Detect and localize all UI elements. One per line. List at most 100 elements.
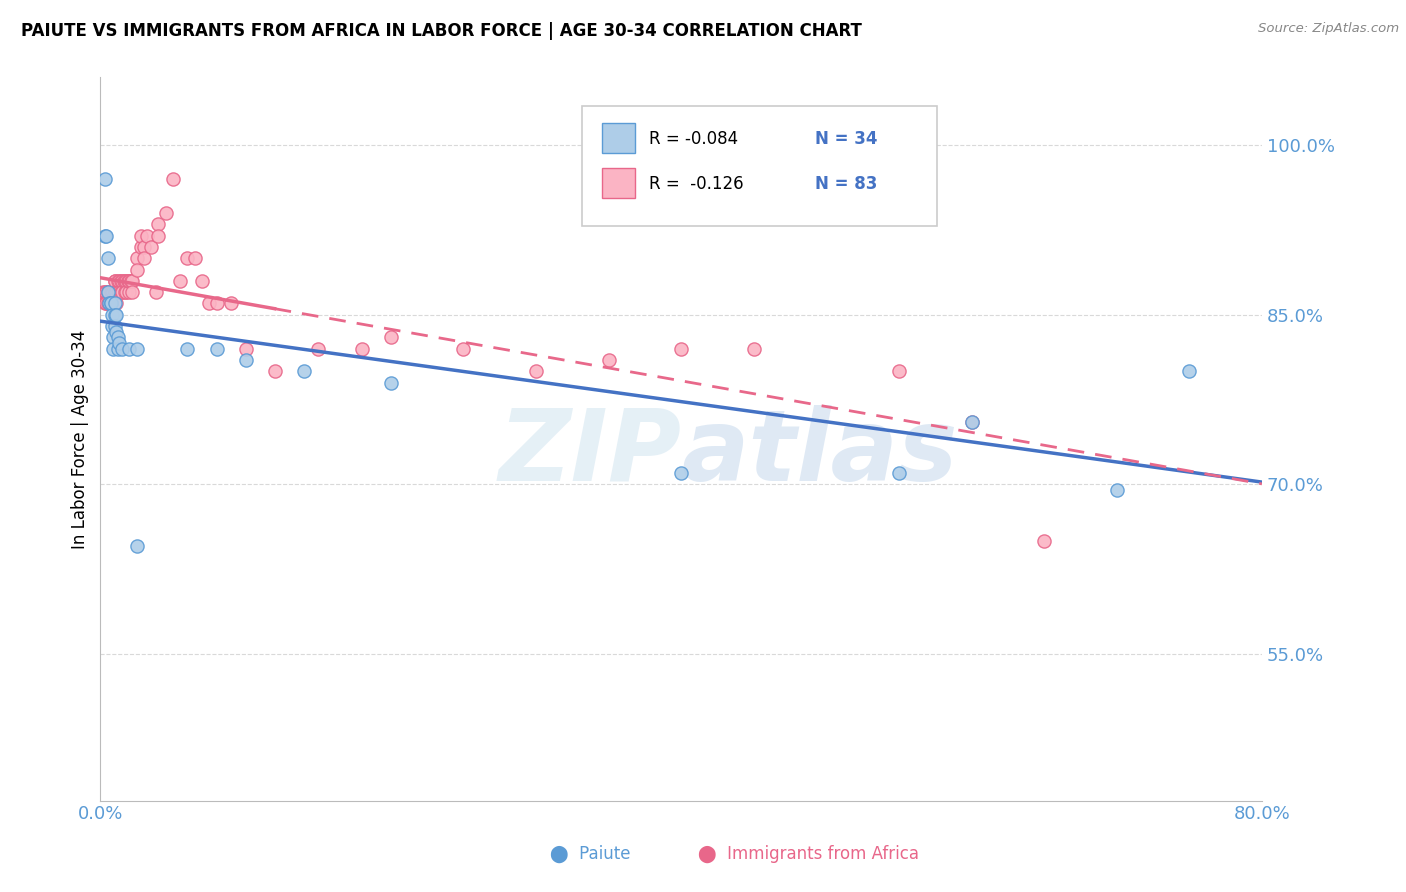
Point [107,285,129,300]
Point [125,540,148,554]
Point [205,342,228,356]
Point [103,285,125,300]
Point [263,364,285,378]
Point [132,240,155,254]
Point [104,285,127,300]
Point [125,262,148,277]
Text: Source: ZipAtlas.com: Source: ZipAtlas.com [1258,22,1399,36]
Text: N = 34: N = 34 [814,130,877,148]
Point [205,296,228,310]
Point [960,415,983,429]
Point [101,308,124,322]
Point [104,308,127,322]
Point [91,285,114,300]
Point [292,364,315,378]
Point [453,342,475,356]
Point [101,285,124,300]
Point [176,342,198,356]
Point [104,274,127,288]
Point [100,296,122,310]
Point [108,285,131,300]
Text: ⬤  Immigrants from Africa: ⬤ Immigrants from Africa [697,846,920,863]
Text: N = 83: N = 83 [814,175,877,193]
Point [148,217,170,231]
Point [191,274,214,288]
Point [98,285,121,300]
Point [155,206,177,220]
Point [104,274,127,288]
Point [235,353,257,368]
Point [101,319,124,334]
Point [103,330,125,344]
Point [101,285,124,300]
Point [98,296,121,310]
Point [669,342,692,356]
Point [101,296,124,310]
Point [235,342,257,356]
Point [198,296,221,310]
Point [162,172,184,186]
FancyBboxPatch shape [602,123,634,153]
Point [129,240,152,254]
Point [97,285,120,300]
Point [104,296,127,310]
Point [114,274,136,288]
Text: PAIUTE VS IMMIGRANTS FROM AFRICA IN LABOR FORCE | AGE 30-34 CORRELATION CHART: PAIUTE VS IMMIGRANTS FROM AFRICA IN LABO… [21,22,862,40]
Point [107,274,129,288]
Point [100,296,122,310]
Point [598,353,620,368]
Point [103,285,125,300]
Point [1178,364,1201,378]
Point [104,296,127,310]
Point [111,274,134,288]
Point [98,285,121,300]
Point [103,296,125,310]
Point [125,252,148,266]
Point [97,252,120,266]
Point [183,252,205,266]
Point [960,415,983,429]
Point [103,342,125,356]
Point [105,296,128,310]
Point [1105,483,1128,497]
Point [742,342,765,356]
Point [105,285,128,300]
Point [117,274,139,288]
Point [887,466,910,480]
Point [118,274,141,288]
Point [350,342,373,356]
Point [1033,533,1056,548]
Point [100,296,122,310]
Point [129,228,152,243]
Point [219,296,242,310]
Point [111,285,134,300]
Point [100,285,122,300]
Point [108,274,131,288]
Point [107,330,129,344]
Point [118,285,141,300]
Point [141,240,163,254]
Point [101,285,124,300]
Point [96,296,118,310]
Point [98,285,121,300]
Point [93,172,115,186]
Point [114,285,136,300]
Point [115,274,138,288]
Point [98,296,121,310]
Point [111,342,134,356]
Point [125,342,148,356]
Y-axis label: In Labor Force | Age 30-34: In Labor Force | Age 30-34 [72,329,89,549]
Point [115,285,138,300]
Point [135,228,157,243]
Point [107,342,129,356]
Point [148,228,170,243]
Point [93,296,115,310]
Point [132,252,155,266]
Point [121,274,143,288]
Point [120,274,142,288]
Point [93,228,115,243]
Point [145,285,167,300]
Point [105,325,128,339]
Point [176,252,198,266]
Point [104,319,127,334]
